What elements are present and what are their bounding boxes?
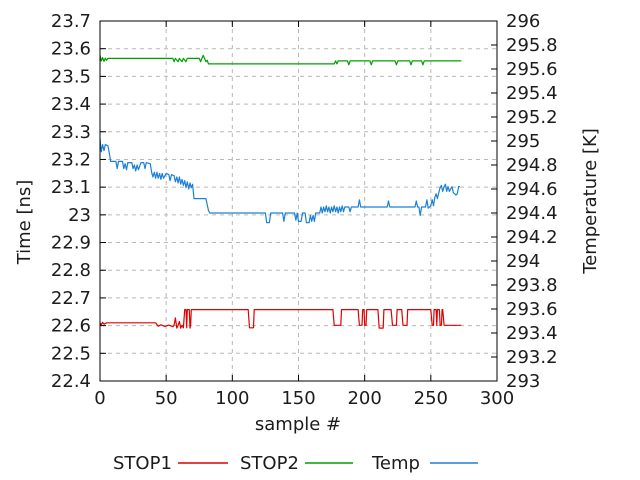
svg-text:293.6: 293.6 <box>506 299 558 320</box>
svg-text:22.5: 22.5 <box>51 343 91 364</box>
svg-text:295.2: 295.2 <box>506 107 558 128</box>
grid-lines <box>100 21 497 381</box>
svg-text:23.4: 23.4 <box>51 94 91 115</box>
x-axis-title: sample # <box>255 414 341 435</box>
svg-text:22.4: 22.4 <box>51 371 91 392</box>
svg-text:294.4: 294.4 <box>506 203 558 224</box>
right-axis-title: Temperature [K] <box>580 128 601 275</box>
right-axis-tick-labels: 296 295.8 295.6 295.4 295.2 295 294.8 294.6 294.… <box>506 11 558 392</box>
svg-text:22.8: 22.8 <box>51 260 91 281</box>
svg-text:50: 50 <box>155 388 178 409</box>
svg-text:294.2: 294.2 <box>506 227 558 248</box>
data-series-lines <box>99 54 462 329</box>
svg-text:295: 295 <box>506 131 540 152</box>
svg-text:293.2: 293.2 <box>506 347 558 368</box>
svg-text:23.2: 23.2 <box>51 149 91 170</box>
svg-text:22.6: 22.6 <box>51 316 91 337</box>
x-axis-tick-labels: 0 50 100 150 200 250 300 <box>94 388 514 409</box>
svg-text:294: 294 <box>506 251 540 272</box>
svg-text:293.4: 293.4 <box>506 323 558 344</box>
svg-text:23.1: 23.1 <box>51 177 91 198</box>
svg-text:300: 300 <box>480 388 514 409</box>
svg-text:23: 23 <box>68 205 91 226</box>
svg-text:23.5: 23.5 <box>51 66 91 87</box>
left-axis-title: Time [ns] <box>14 180 35 266</box>
svg-text:250: 250 <box>414 388 448 409</box>
svg-text:295.4: 295.4 <box>506 83 558 104</box>
plot-border <box>99 20 498 382</box>
svg-text:22.7: 22.7 <box>51 288 91 309</box>
svg-text:295.8: 295.8 <box>506 35 558 56</box>
svg-text:0: 0 <box>94 388 105 409</box>
svg-text:23.7: 23.7 <box>51 11 91 32</box>
svg-text:296: 296 <box>506 11 540 32</box>
svg-text:293: 293 <box>506 371 540 392</box>
svg-text:295.6: 295.6 <box>506 59 558 80</box>
svg-text:294.6: 294.6 <box>506 179 558 200</box>
legend: STOP1 STOP2 Temp <box>113 453 478 474</box>
svg-text:23.3: 23.3 <box>51 122 91 143</box>
svg-text:294.8: 294.8 <box>506 155 558 176</box>
legend-label-stop1: STOP1 <box>113 453 172 474</box>
left-axis-tick-labels: 23.7 23.6 23.5 23.4 23.3 23.2 23.1 23 22.9 22.8 22… <box>51 11 91 392</box>
svg-text:22.9: 22.9 <box>51 233 91 254</box>
legend-label-stop2: STOP2 <box>240 453 299 474</box>
svg-text:100: 100 <box>215 388 249 409</box>
legend-label-temp: Temp <box>371 453 420 474</box>
svg-text:150: 150 <box>281 388 315 409</box>
svg-text:23.6: 23.6 <box>51 39 91 60</box>
svg-text:293.8: 293.8 <box>506 275 558 296</box>
svg-text:200: 200 <box>347 388 381 409</box>
